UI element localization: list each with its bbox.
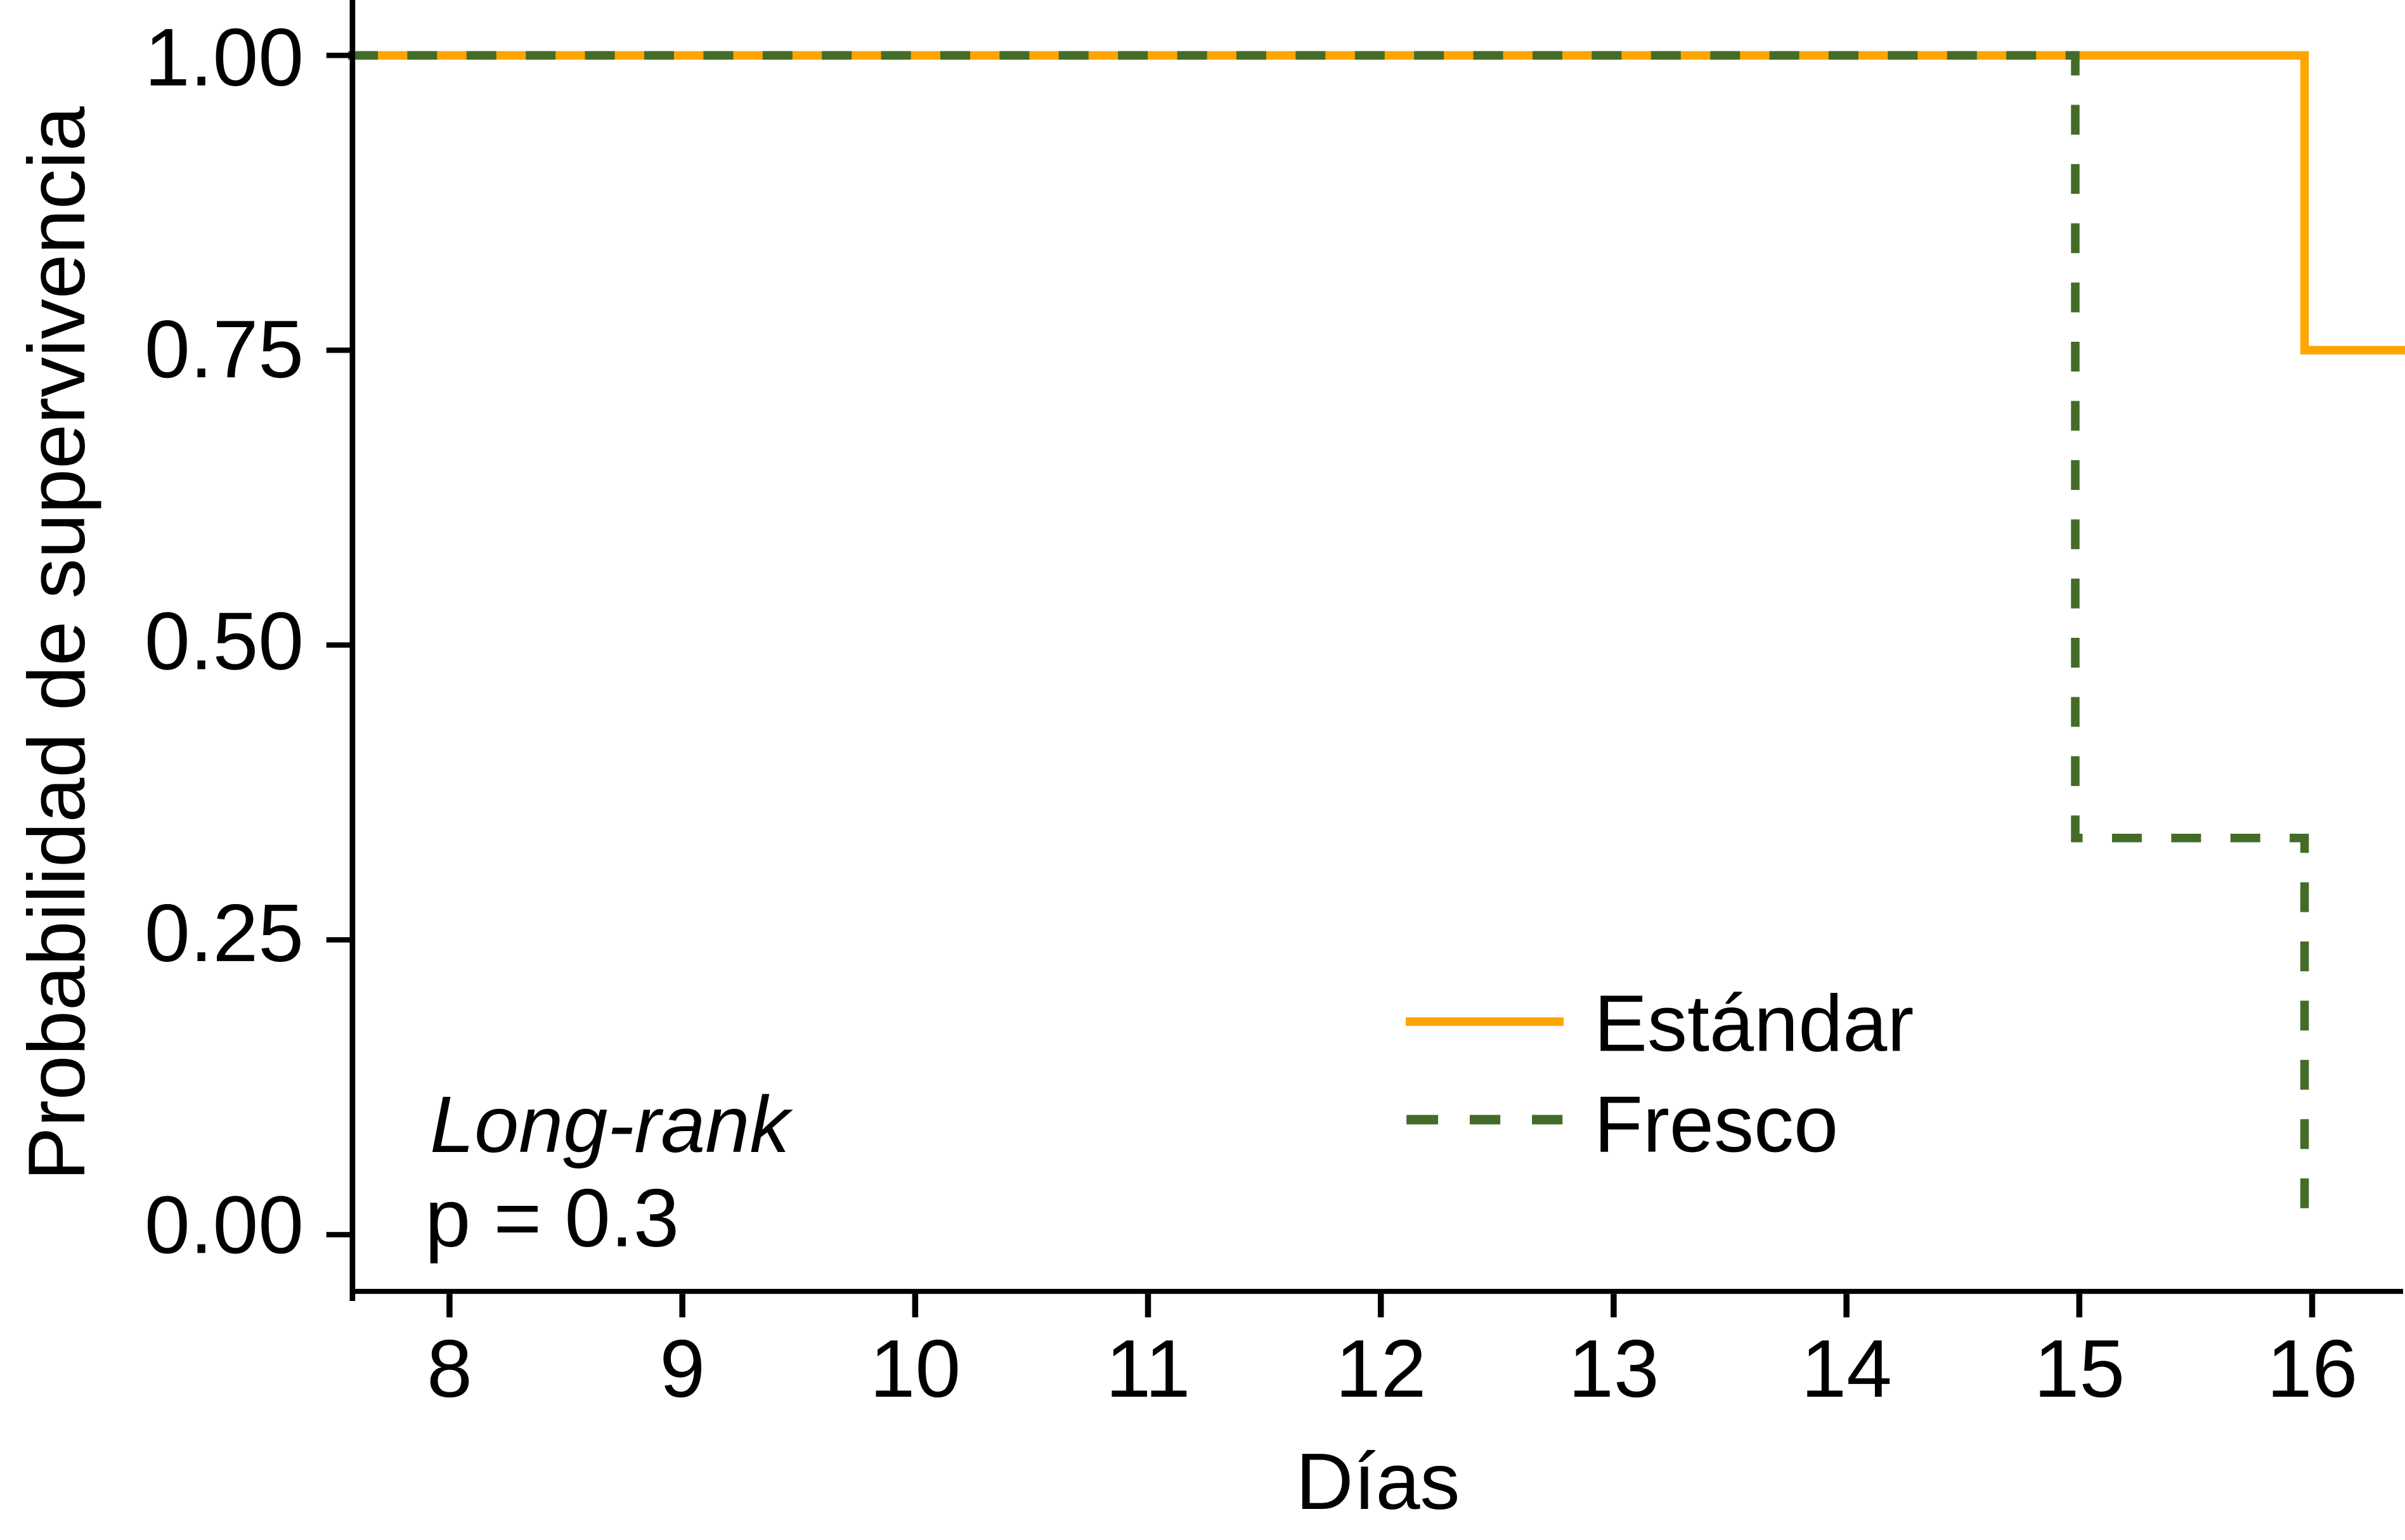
svg-text:0.50: 0.50 — [145, 596, 304, 687]
svg-text:16: 16 — [2267, 1323, 2358, 1414]
svg-text:11: 11 — [1106, 1323, 1191, 1414]
svg-text:0.25: 0.25 — [145, 888, 304, 979]
svg-text:p = 0.3: p = 0.3 — [425, 1172, 679, 1264]
svg-text:12: 12 — [1335, 1323, 1427, 1414]
svg-text:0.00: 0.00 — [145, 1179, 304, 1271]
svg-text:1.00: 1.00 — [145, 12, 304, 103]
svg-text:Probabilidad de supervivencia: Probabilidad de supervivencia — [11, 106, 101, 1181]
svg-text:Días: Días — [1295, 1437, 1460, 1526]
svg-text:15: 15 — [2034, 1323, 2125, 1414]
svg-text:9: 9 — [659, 1323, 705, 1414]
svg-text:0.75: 0.75 — [145, 304, 304, 395]
svg-text:8: 8 — [427, 1323, 472, 1414]
svg-text:13: 13 — [1568, 1323, 1659, 1414]
svg-text:10: 10 — [870, 1323, 961, 1414]
svg-text:Estándar: Estándar — [1594, 979, 1914, 1068]
svg-text:Fresco: Fresco — [1594, 1079, 1838, 1168]
svg-text:14: 14 — [1801, 1323, 1892, 1414]
svg-text:Long-rank: Long-rank — [430, 1080, 793, 1169]
